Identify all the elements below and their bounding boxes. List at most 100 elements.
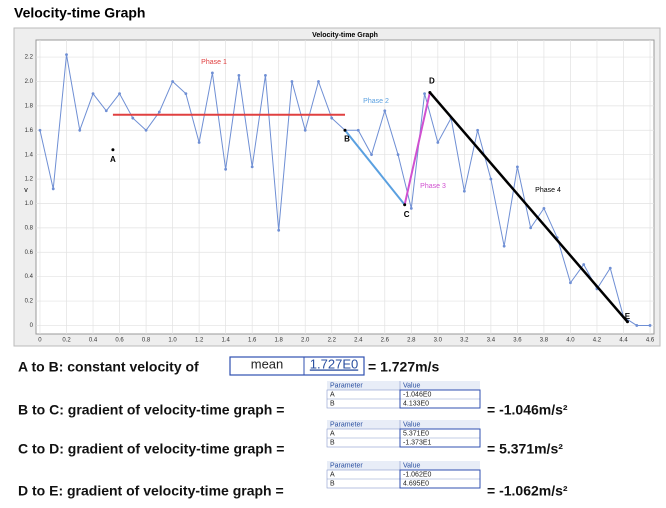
phase-label: Phase 2 — [363, 98, 389, 105]
x-tick-label: 4.4 — [619, 338, 628, 344]
table-header: Parameter — [330, 421, 363, 428]
data-point — [317, 80, 320, 83]
y-tick-label: 0.2 — [25, 299, 34, 305]
table-cell: B — [330, 400, 335, 407]
data-point — [118, 92, 121, 96]
phase-line — [403, 92, 431, 205]
table-cell: B — [330, 480, 335, 487]
data-point — [250, 165, 254, 169]
table-header-bg — [327, 420, 480, 429]
x-tick-label: 1.8 — [275, 338, 284, 344]
data-point — [569, 281, 572, 285]
point-label: C — [404, 210, 410, 219]
data-point — [290, 80, 294, 83]
row-label: C to D: gradient of velocity-time graph … — [18, 441, 284, 457]
table-header: Parameter — [330, 462, 363, 469]
table-header: Parameter — [330, 382, 363, 389]
data-point — [78, 128, 82, 132]
x-tick-label: 1.0 — [168, 338, 177, 344]
table-cell: A — [330, 430, 335, 437]
data-point — [330, 116, 334, 120]
data-point — [502, 244, 506, 248]
y-tick-label: 0.6 — [25, 250, 34, 256]
table-cell: A — [330, 471, 335, 478]
table-header-bg — [327, 381, 480, 390]
data-point — [157, 110, 161, 114]
row-result: = -1.046m/s² — [487, 402, 568, 418]
y-tick-label: 1.8 — [25, 103, 34, 109]
data-point — [131, 116, 135, 120]
x-tick-label: 0.6 — [115, 338, 124, 344]
x-tick-label: 2.2 — [328, 338, 337, 344]
data-point — [608, 266, 612, 270]
table-value-box — [399, 469, 481, 489]
key-point — [403, 203, 407, 207]
table-header: Value — [403, 421, 420, 428]
x-tick-label: 3.4 — [487, 338, 496, 344]
data-point — [51, 187, 55, 191]
table-value-box — [399, 389, 481, 409]
data-point — [303, 128, 307, 132]
y-tick-label: 2.2 — [25, 55, 34, 61]
x-tick-label: 0.2 — [62, 338, 71, 344]
table-cell: -1.373E1 — [403, 439, 432, 446]
phase-label: Phase 1 — [201, 59, 227, 66]
row-result: = -1.062m/s² — [487, 483, 568, 499]
phase-line — [344, 129, 406, 206]
y-tick-label: 0.8 — [25, 225, 34, 231]
row-result: = 1.727m/s — [368, 359, 439, 375]
data-point — [648, 324, 652, 327]
table-header: Value — [403, 382, 420, 389]
data-point — [436, 141, 440, 144]
data-point — [542, 206, 546, 210]
table-header: Value — [403, 462, 420, 469]
data-point — [277, 228, 281, 232]
row-label: A to B: constant velocity of — [18, 359, 199, 375]
x-tick-label: 3.0 — [434, 338, 443, 344]
data-point — [529, 226, 533, 230]
data-point — [635, 324, 639, 327]
data-point — [237, 73, 241, 77]
table-cell: 5.371E0 — [403, 430, 429, 437]
row-result: = 5.371m/s² — [487, 441, 563, 457]
data-point — [409, 206, 413, 210]
key-point — [111, 148, 115, 152]
x-tick-label: 2.4 — [354, 338, 363, 344]
data-point — [197, 141, 201, 144]
key-point — [428, 90, 432, 94]
x-tick-label: 1.2 — [195, 338, 204, 344]
data-point — [476, 128, 480, 132]
row-label: D to E: gradient of velocity-time graph … — [18, 483, 284, 499]
key-point — [625, 320, 629, 324]
x-tick-label: 3.2 — [460, 338, 469, 344]
data-point — [144, 128, 148, 132]
table-cell: 4.695E0 — [403, 480, 429, 487]
x-tick-label: 2.6 — [381, 338, 390, 344]
x-tick-label: 0.8 — [142, 338, 151, 344]
data-point — [38, 128, 42, 132]
data-point — [516, 165, 519, 169]
data-point — [383, 109, 387, 113]
x-tick-label: 0.4 — [89, 338, 98, 344]
mean-box — [229, 356, 365, 376]
data-point — [489, 177, 493, 181]
phase-label: Phase 3 — [420, 183, 446, 190]
point-label: B — [344, 134, 350, 143]
data-point — [210, 71, 214, 75]
y-tick-label: 0.4 — [25, 274, 34, 280]
y-tick-label: 1.0 — [25, 201, 34, 207]
data-point — [356, 128, 360, 132]
phase-label: Phase 4 — [535, 187, 561, 194]
data-point — [65, 53, 68, 57]
data-point — [582, 263, 586, 266]
y-tick-label: 2.0 — [25, 79, 34, 85]
point-label: E — [625, 312, 631, 321]
x-tick-label: 1.6 — [248, 338, 257, 344]
data-point — [370, 153, 373, 157]
x-tick-label: 4.2 — [593, 338, 602, 344]
table-cell: -1.046E0 — [403, 391, 432, 398]
data-point — [462, 189, 466, 193]
key-point — [343, 128, 347, 132]
point-label: D — [429, 77, 435, 86]
